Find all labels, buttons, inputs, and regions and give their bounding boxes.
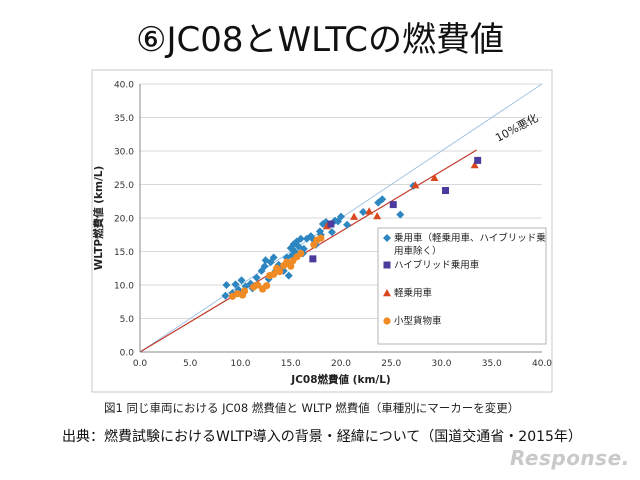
- diamond-point: [337, 212, 345, 221]
- y-tick-label: 25.0: [114, 181, 134, 191]
- legend-square-marker: [383, 261, 391, 269]
- x-tick-label: 5.0: [183, 359, 198, 369]
- legend-label: 小型貨物車: [394, 315, 442, 327]
- circle-point: [263, 282, 271, 290]
- diamond-point: [343, 220, 352, 229]
- square-point: [442, 187, 450, 195]
- square-point: [327, 220, 335, 228]
- diamond-point: [327, 228, 336, 237]
- diamond-point: [222, 281, 231, 289]
- x-tick-label: 35.0: [482, 359, 502, 369]
- x-tick-label: 20.0: [331, 359, 351, 369]
- x-axis-title: JC08燃費値 (km/L): [290, 373, 390, 386]
- diamond-point: [260, 262, 269, 271]
- diamond-point: [269, 253, 278, 262]
- y-tick-label: 20.0: [114, 215, 134, 225]
- legend-label: 軽乗用車: [394, 287, 433, 299]
- y-tick-label: 5.0: [120, 315, 135, 325]
- y-tick-label: 40.0: [114, 81, 134, 91]
- diamond-point: [296, 234, 305, 243]
- legend-label: 用車除く）: [394, 245, 442, 257]
- x-tick-label: 25.0: [381, 359, 401, 369]
- x-tick-label: 0.0: [133, 359, 148, 369]
- y-tick-label: 30.0: [114, 148, 134, 158]
- triangle-point: [365, 207, 374, 215]
- legend-triangle-marker: [383, 289, 391, 297]
- x-tick-label: 40.0: [532, 359, 552, 369]
- triangle-point: [470, 161, 479, 169]
- ten-percent-line: [139, 149, 477, 353]
- square-point: [309, 255, 317, 263]
- x-tick-label: 10.0: [230, 359, 250, 369]
- diamond-point: [221, 291, 230, 300]
- circle-point: [276, 268, 284, 276]
- triangle-point: [373, 211, 382, 220]
- data-points: [221, 156, 482, 300]
- diamond-point: [237, 276, 246, 285]
- response-logo: Response.: [510, 446, 630, 470]
- legend-box: [377, 227, 547, 345]
- diamond-point: [231, 280, 240, 289]
- circle-point: [317, 234, 325, 242]
- x-tick-label: 30.0: [431, 359, 451, 369]
- diamond-point: [359, 207, 368, 216]
- diamond-point: [378, 195, 387, 204]
- square-point: [389, 201, 397, 209]
- diamond-point: [284, 271, 293, 280]
- axes: [139, 84, 542, 353]
- legend-diamond-marker: [383, 234, 391, 242]
- source-note: 出典：燃費試験におけるWLTP導入の背景・経緯について（国道交通省・2015年）: [62, 429, 582, 445]
- circle-point: [240, 287, 249, 295]
- tick-labels: 0.0 5.0 10.0 15.0 20.0 25.0 30.0 35.0 40.0 0.0 5.0…: [114, 81, 552, 370]
- circle-point: [270, 270, 278, 278]
- y-tick-label: 35.0: [114, 114, 134, 124]
- y-tick-label: 10.0: [114, 282, 134, 292]
- y-tick-label: 15.0: [114, 248, 134, 258]
- circle-point: [297, 249, 305, 258]
- triangle-point: [430, 173, 439, 181]
- legend-circle-marker: [383, 317, 391, 325]
- x-tick-label: 15.0: [281, 359, 301, 369]
- slide-title: ⑥JC08とWLTCの燃費値: [136, 20, 504, 60]
- y-axis-title: WLTP燃費値 (km/L): [92, 166, 105, 271]
- diamond-point: [396, 210, 405, 219]
- y-tick-label: 0.0: [120, 349, 135, 359]
- square-point: [474, 156, 482, 164]
- circle-point: [253, 281, 262, 289]
- triangle-point: [350, 212, 359, 220]
- legend-label: ハイブリッド乗用車: [394, 259, 480, 271]
- diamond-point: [252, 273, 261, 282]
- triangle-point: [411, 181, 420, 189]
- figure-caption: 図1 同じ車両における JC08 燃費値と WLTP 燃費値（車種別にマーカーを…: [104, 401, 520, 415]
- legend-label: 乗用車（軽乗用車、ハイブリッド乗: [394, 232, 546, 244]
